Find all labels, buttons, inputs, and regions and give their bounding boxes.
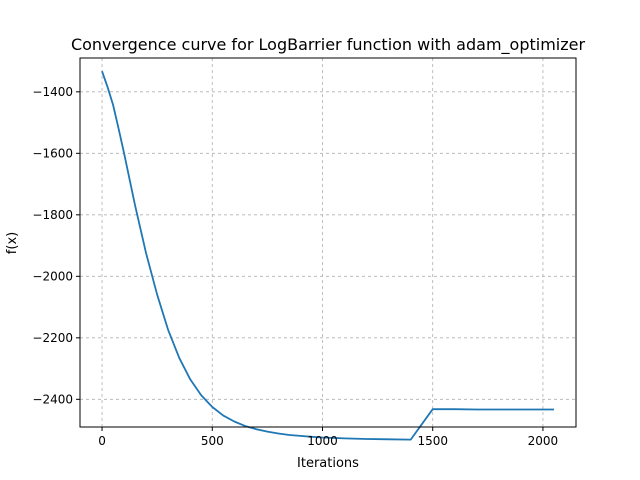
x-tick-label: 2000 — [528, 434, 559, 448]
y-axis-ticks: −2400 −2200 −2000 −1800 −1600 −1400 — [32, 85, 80, 406]
x-axis-ticks: 0 500 1000 1500 2000 — [98, 427, 558, 448]
y-tick-label: −1800 — [32, 208, 73, 222]
plot-frame — [79, 57, 577, 428]
x-tick-label: 0 — [98, 434, 106, 448]
y-tick-label: −2400 — [32, 392, 73, 406]
x-tick-label: 1000 — [307, 434, 338, 448]
series-layer — [101, 70, 554, 441]
chart-title: Convergence curve for LogBarrier functio… — [71, 35, 586, 55]
x-axis-label: Iterations — [297, 456, 359, 471]
y-tick-label: −2000 — [32, 269, 73, 283]
y-tick-label: −2200 — [32, 331, 73, 345]
y-tick-label: −1600 — [32, 146, 73, 160]
x-tick-label: 500 — [201, 434, 224, 448]
x-tick-label: 1500 — [417, 434, 448, 448]
grid — [80, 58, 576, 427]
y-tick-label: −1400 — [32, 85, 73, 99]
y-axis-label: f(x) — [5, 232, 20, 254]
convergence-line — [101, 70, 554, 441]
